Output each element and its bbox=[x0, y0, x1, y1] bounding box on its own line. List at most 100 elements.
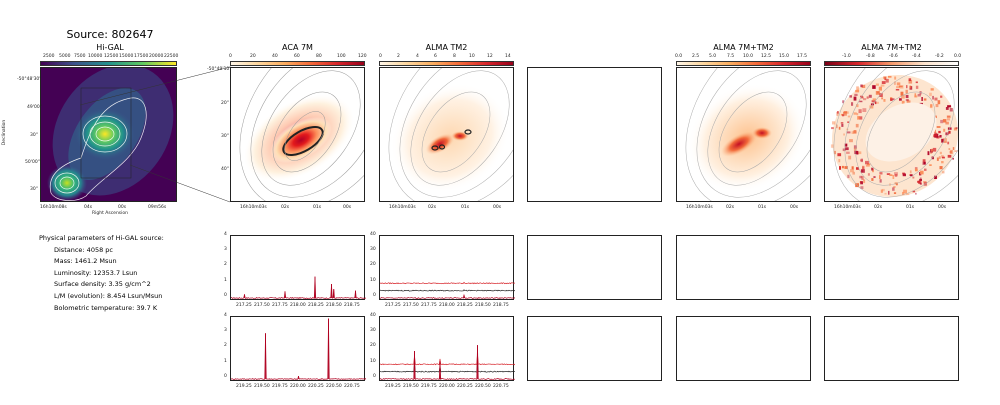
ratio-speckle-pixel bbox=[896, 82, 901, 86]
tm2-title: ALMA TM2 bbox=[425, 43, 468, 52]
spec-xtick: 219.75 bbox=[421, 384, 437, 389]
tm2-cbar-tick: 14 bbox=[505, 54, 511, 59]
ratio-speckle-pixel bbox=[917, 93, 921, 97]
ratio-speckle-pixel bbox=[905, 193, 910, 196]
ratio-cbar-tick: -0.2 bbox=[935, 54, 944, 59]
spec-xtick: 218.50 bbox=[475, 303, 491, 308]
spectrum-trace bbox=[379, 354, 516, 366]
tm2-spec-ytick: 0 bbox=[373, 374, 376, 379]
tm2-spec-ytick: 40 bbox=[370, 313, 376, 318]
ratio-speckle-pixel bbox=[915, 168, 918, 172]
ratio-speckle-pixel bbox=[906, 100, 911, 105]
ratio-speckle-pixel bbox=[905, 89, 908, 94]
ratio-speckle-pixel bbox=[923, 98, 927, 101]
ratio-speckle-pixel bbox=[915, 192, 917, 195]
ratio-speckle-pixel bbox=[947, 141, 950, 145]
ratio-speckle-pixel bbox=[854, 150, 859, 155]
spec-xtick: 220.00 bbox=[439, 384, 455, 389]
ratio-speckle-pixel bbox=[856, 152, 859, 155]
ratio-speckle-pixel bbox=[935, 104, 939, 108]
ratio-speckle-pixel bbox=[893, 192, 897, 194]
ratio-speckle-pixel bbox=[842, 100, 844, 104]
ratio-speckle-pixel bbox=[886, 173, 891, 175]
aca-cbar-tick: 60 bbox=[294, 54, 300, 59]
tm2-cbar-tick: 6 bbox=[434, 54, 437, 59]
ratio-speckle-pixel bbox=[948, 130, 951, 134]
ratio-speckle-pixel bbox=[895, 88, 900, 91]
param-luminosity: Luminosity: 12353.7 Lsun bbox=[54, 268, 138, 277]
ratio-speckle-pixel bbox=[930, 104, 933, 108]
combo-cbar-tick: 12.5 bbox=[761, 54, 772, 59]
ratio-speckle-pixel bbox=[937, 100, 941, 105]
combo-cbar-tick: 7.5 bbox=[727, 54, 735, 59]
higal-cbar-tick: 7500 bbox=[74, 54, 86, 59]
empty-spectrum-panel bbox=[527, 316, 662, 381]
ratio-speckle-pixel bbox=[881, 97, 884, 100]
higal-xtick: 04s bbox=[84, 205, 93, 210]
ratio-speckle-pixel bbox=[909, 85, 912, 89]
ratio-speckle-pixel bbox=[863, 179, 866, 184]
ratio-speckle-pixel bbox=[883, 99, 886, 102]
aca-ytick: 40" bbox=[221, 167, 229, 172]
ratio-speckle-pixel bbox=[846, 131, 851, 134]
zoom-connector-lines bbox=[79, 66, 231, 203]
higal-ytick: 30" bbox=[30, 133, 38, 138]
higal-ytick: -50°48'30" bbox=[17, 77, 42, 82]
ratio-speckle-pixel bbox=[855, 123, 859, 128]
aca-spectrum-lsb-svg bbox=[230, 276, 367, 300]
ratio-speckle-pixel bbox=[919, 182, 922, 185]
aca-colorbar bbox=[230, 61, 365, 66]
ratio-speckle-pixel bbox=[836, 111, 839, 116]
empty-spectrum-panel bbox=[676, 235, 811, 300]
ratio-speckle-pixel bbox=[931, 148, 933, 152]
ratio-speckle-pixel bbox=[892, 175, 895, 179]
ratio-speckle-pixel bbox=[906, 85, 908, 89]
spectrum-trace bbox=[379, 289, 516, 292]
ratio-speckle-pixel bbox=[861, 84, 866, 88]
ratio-speckle-pixel bbox=[906, 99, 909, 102]
spec-xtick: 217.75 bbox=[272, 303, 288, 308]
spec-xtick: 220.75 bbox=[493, 384, 509, 389]
ratio-speckle-pixel bbox=[844, 143, 848, 147]
ratio-speckle-pixel bbox=[955, 127, 958, 129]
ratio-speckle-pixel bbox=[843, 133, 845, 136]
ratio-speckle-pixel bbox=[894, 172, 898, 176]
ratio-speckle-pixel bbox=[934, 132, 938, 137]
ratio-speckle-pixel bbox=[849, 95, 852, 98]
spec-xtick: 218.50 bbox=[326, 303, 342, 308]
higal-xtick: 09m56s bbox=[148, 205, 167, 210]
ratio-speckle-pixel bbox=[884, 192, 887, 195]
aca-spec-ytick: 4 bbox=[224, 313, 227, 318]
tm2-spec-ytick: 30 bbox=[370, 247, 376, 252]
ratio-speckle-pixel bbox=[837, 153, 842, 157]
ratio-speckle-pixel bbox=[930, 151, 933, 154]
ratio-speckle-pixel bbox=[850, 169, 854, 173]
spec-xtick: 217.50 bbox=[254, 303, 270, 308]
ratio-speckle-pixel bbox=[868, 94, 872, 98]
ratio-speckle-pixel bbox=[920, 170, 924, 175]
higal-ytick: 49'00" bbox=[27, 105, 42, 110]
aca-xtick: 01s bbox=[313, 205, 322, 210]
spectrum-trace bbox=[379, 293, 516, 299]
spec-xtick: 220.75 bbox=[344, 384, 360, 389]
tm2-cbar-tick: 12 bbox=[487, 54, 493, 59]
spec-xtick: 218.00 bbox=[290, 303, 306, 308]
ratio-speckle-pixel bbox=[917, 180, 920, 183]
higal-ytick: 30" bbox=[30, 187, 38, 192]
ratio-speckle-pixel bbox=[922, 159, 926, 162]
ratio-speckle-pixel bbox=[910, 174, 913, 177]
aca-spec-ytick: 4 bbox=[224, 232, 227, 237]
ratio-speckle-pixel bbox=[898, 85, 903, 88]
ratio-speckle-pixel bbox=[908, 78, 912, 81]
combo-cbar-tick: 15.0 bbox=[779, 54, 790, 59]
ratio-speckle-pixel bbox=[919, 91, 922, 95]
ratio-speckle-pixel bbox=[932, 147, 937, 152]
ratio-speckle-pixel bbox=[905, 98, 909, 102]
spec-xtick: 218.75 bbox=[344, 303, 360, 308]
ratio-speckle-pixel bbox=[896, 86, 900, 88]
ratio-speckle-pixel bbox=[879, 175, 881, 179]
tm2-colorbar bbox=[379, 61, 514, 66]
ratio-speckle-pixel bbox=[893, 186, 896, 188]
empty-spectrum-panel bbox=[527, 235, 662, 300]
ratio-speckle-pixel bbox=[869, 105, 874, 109]
